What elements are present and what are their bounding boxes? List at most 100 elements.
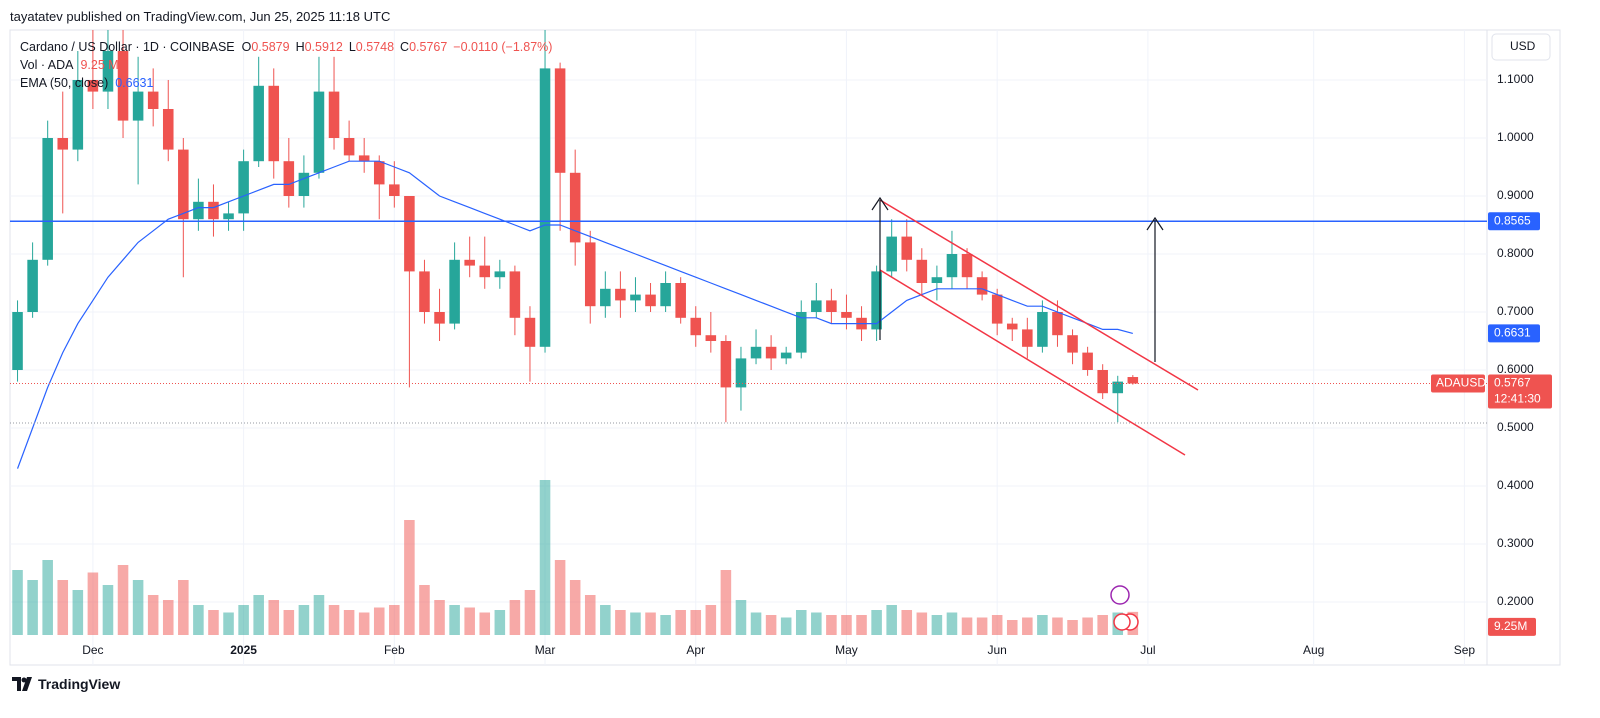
candle-body: [464, 259, 475, 266]
volume-bar: [705, 605, 717, 635]
volume-bar: [916, 612, 928, 635]
volume-bar: [208, 610, 219, 635]
candle-body: [705, 335, 717, 342]
volume-bar: [841, 615, 852, 635]
volume-bar: [27, 580, 38, 635]
price-box: [1488, 374, 1552, 409]
volume-bar: [539, 480, 551, 635]
volume-bar: [358, 612, 370, 635]
x-tick-label: Aug: [1303, 643, 1324, 657]
x-tick-label: May: [835, 643, 858, 657]
logo: [12, 677, 32, 691]
candle-body: [690, 317, 702, 336]
channel-upper: [879, 199, 1199, 391]
currency: USD: [1510, 39, 1536, 53]
candle-body: [524, 317, 536, 347]
candle-body: [750, 346, 762, 359]
candle-body: [509, 271, 521, 318]
y-tick-label: 1.1000: [1497, 72, 1534, 86]
volume-bar: [569, 580, 581, 635]
x-tick-label: Sep: [1454, 643, 1476, 657]
candle-body: [343, 137, 355, 156]
x-tick-label: Jul: [1140, 643, 1155, 657]
symbol-box: [1431, 374, 1485, 393]
candle-body: [253, 85, 264, 162]
level-label: 0.8565: [1494, 213, 1531, 227]
volume-scale-label: 9.25M: [1494, 619, 1527, 633]
volume-bar: [509, 600, 521, 635]
c-label: C: [400, 40, 410, 54]
candle-body: [1112, 381, 1124, 394]
candle-body: [208, 201, 219, 220]
candle-body: [268, 85, 280, 162]
volume-bar: [750, 612, 762, 635]
volume-bar: [554, 560, 566, 635]
candle-body: [946, 254, 958, 278]
candle-body: [675, 283, 686, 318]
volume-bar: [464, 607, 475, 635]
candle-body: [117, 50, 129, 121]
candle-body: [358, 155, 370, 162]
candle-body: [494, 271, 506, 278]
symbol: Cardano / US Dollar · 1D · COINBASE: [20, 40, 235, 54]
volume-bar: [1082, 617, 1093, 635]
volume-bar: [42, 560, 53, 635]
candle-body: [147, 91, 159, 109]
y-tick-label: 0.5000: [1497, 420, 1534, 434]
candle-body: [238, 161, 249, 214]
grid: [10, 30, 1487, 665]
ema-label: EMA (50, close): [20, 76, 109, 90]
volume-bar: [343, 610, 355, 635]
volume-bar: [162, 600, 174, 635]
volume-bar: [223, 612, 234, 635]
candle-body: [976, 277, 988, 295]
volume-value: 9.25 M: [80, 58, 119, 72]
volume-pane: [12, 480, 1139, 635]
volume-bar: [871, 610, 882, 635]
price-scale: USD 0.2000 0.3000 0.4000 0.5000 0.6000 0.7000…: [82, 33, 1552, 657]
volume-bar: [193, 605, 204, 635]
candle-body: [991, 294, 1003, 324]
event-icon[interactable]: [1113, 613, 1131, 631]
candle-body: [42, 137, 53, 260]
volume-bar: [419, 585, 430, 635]
volume-bar: [584, 595, 596, 635]
event-icon[interactable]: [1110, 585, 1130, 605]
candle-body: [298, 172, 310, 197]
candle-body: [328, 91, 340, 138]
candle-body: [1006, 323, 1018, 330]
currency-button[interactable]: [1491, 33, 1551, 61]
o-label: O: [241, 40, 252, 54]
candle-body: [132, 91, 144, 121]
volume-bar: [795, 610, 807, 635]
volume-bar: [765, 615, 777, 635]
candle-body: [389, 184, 400, 197]
candle-body: [795, 312, 807, 353]
price-pane: [10, 30, 1487, 469]
volume-bar: [494, 610, 506, 635]
volume-bar: [102, 585, 114, 635]
volume-bar: [147, 595, 159, 635]
ema-line: [16, 160, 1133, 469]
legend-row: Cardano / US Dollar · 1D · COINBASE O0.5…: [20, 38, 558, 56]
candle-body: [961, 254, 973, 278]
volume-bar: [238, 605, 249, 635]
y-tick-label: 1.0000: [1497, 130, 1534, 144]
candle-body: [931, 277, 943, 284]
candle-body: [765, 346, 777, 359]
y-tick-label: 0.6000: [1497, 362, 1534, 376]
candle-body: [916, 259, 928, 284]
candle-body: [554, 68, 566, 173]
candle-body: [1082, 352, 1093, 371]
footer: TradingView: [12, 676, 120, 692]
x-tick-label: Apr: [686, 643, 705, 657]
candle-body: [1067, 335, 1078, 353]
price-label: 0.5767: [1494, 376, 1531, 390]
volume-bar: [645, 612, 656, 635]
volume-bar: [283, 610, 295, 635]
volume-bar: [946, 612, 958, 635]
candle-body: [780, 352, 792, 359]
volume-bar: [826, 615, 837, 635]
y-tick-label: 0.8000: [1497, 246, 1534, 260]
